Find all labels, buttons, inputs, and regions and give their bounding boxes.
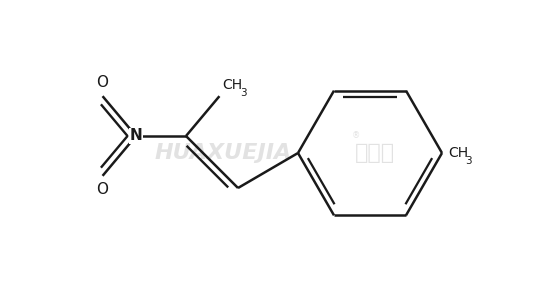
Text: HUAXUEJIA: HUAXUEJIA [155, 143, 292, 163]
Text: 化学加: 化学加 [355, 143, 395, 163]
Text: N: N [129, 128, 142, 143]
Text: ®: ® [352, 132, 360, 141]
Text: CH: CH [448, 146, 468, 160]
Text: O: O [96, 182, 109, 197]
Text: CH: CH [222, 78, 242, 92]
Text: O: O [96, 75, 109, 90]
Text: 3: 3 [240, 88, 246, 98]
Text: 3: 3 [465, 156, 472, 166]
